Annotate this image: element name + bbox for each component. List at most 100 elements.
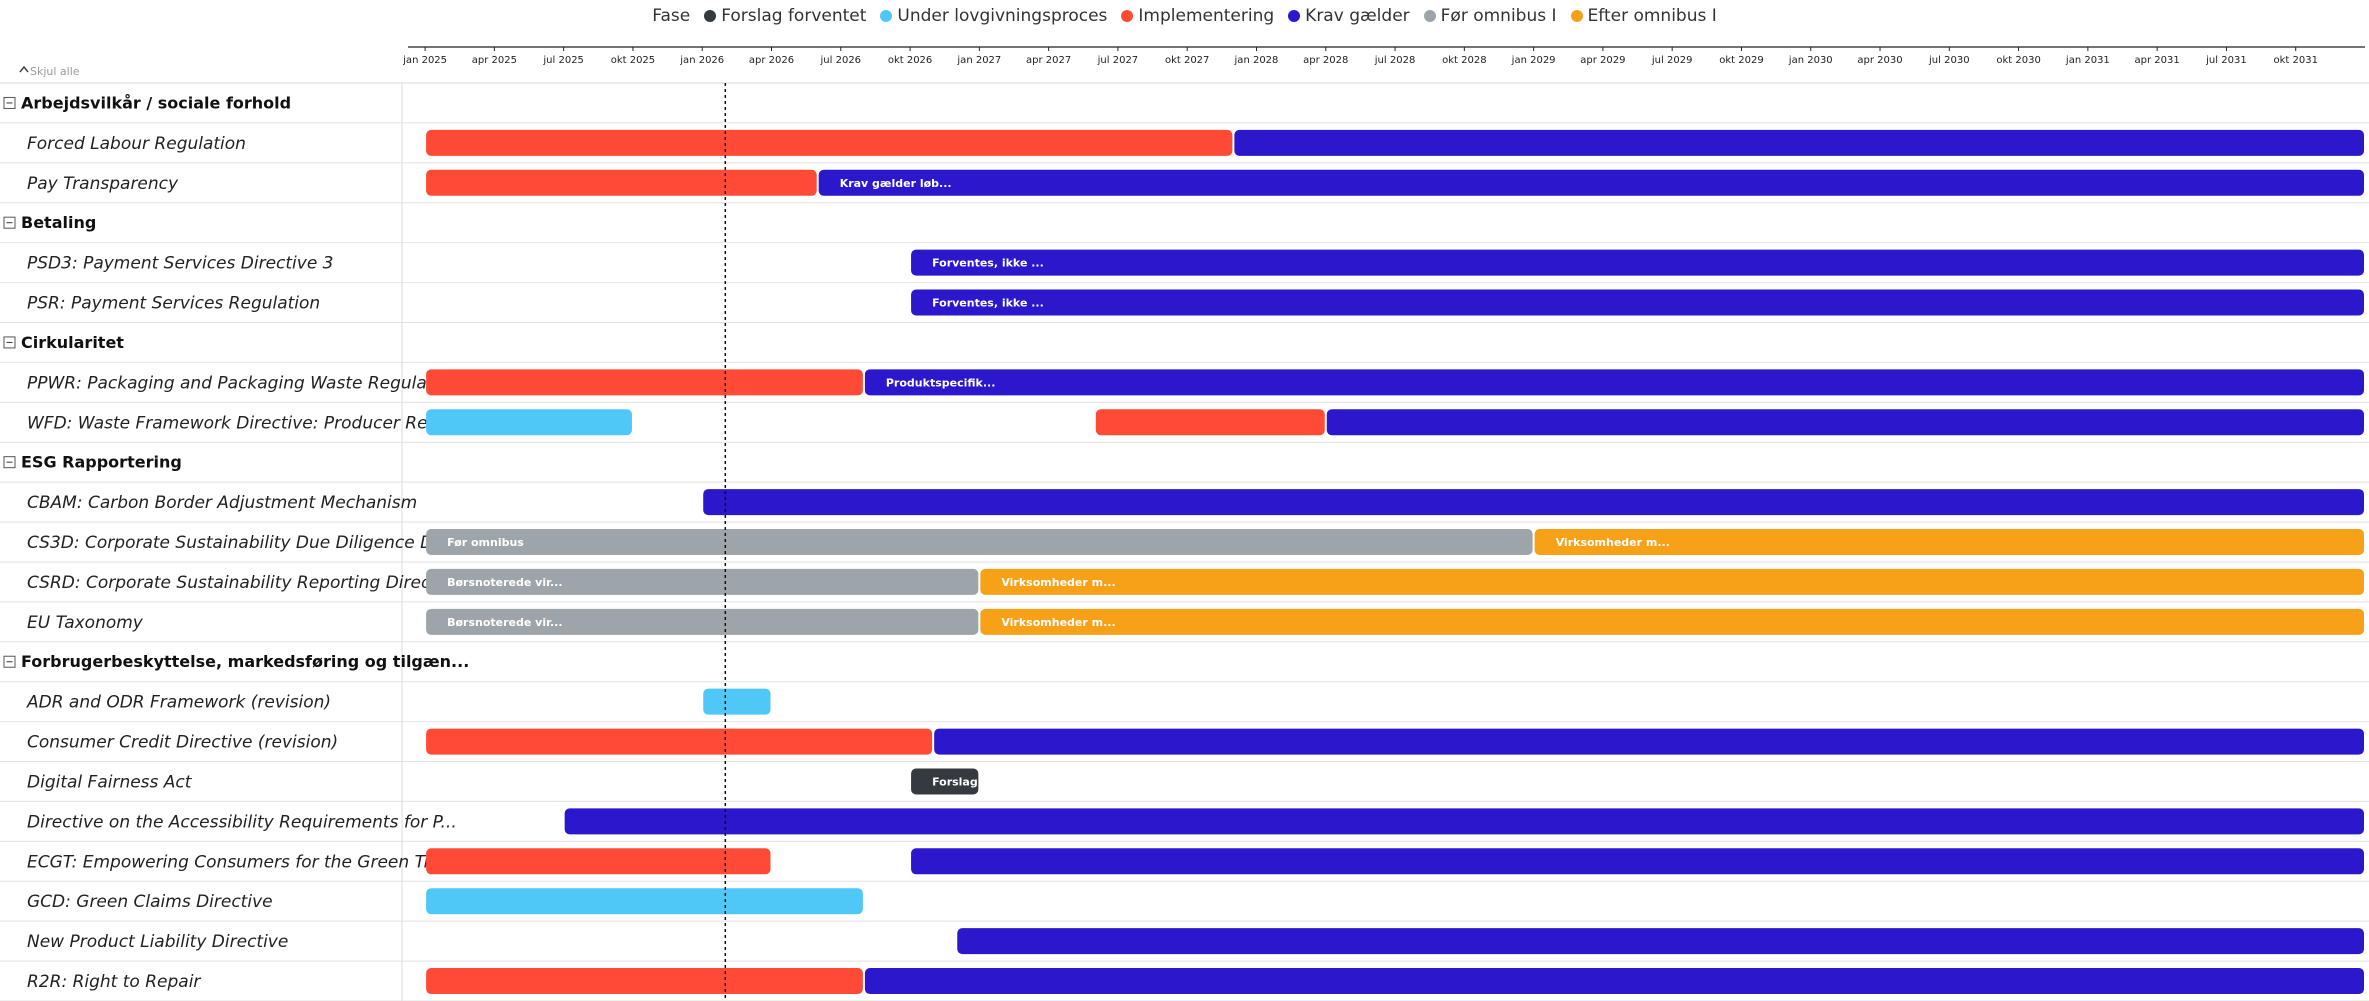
x-tick-label: jul 2030	[1928, 55, 1970, 66]
gantt-bar[interactable]	[426, 608, 979, 635]
x-tick-label: okt 2028	[1442, 55, 1486, 66]
bar-label: Børsnoterede vir...	[447, 576, 562, 589]
task-name: Consumer Credit Directive (revision)	[27, 733, 338, 753]
toggle-all[interactable]: Skjul alle	[30, 65, 80, 78]
gantt-bar[interactable]	[934, 728, 2364, 755]
legend-title: Fase	[652, 6, 691, 26]
task-name: WFD: Waste Framework Directive: Producer…	[27, 413, 463, 433]
legend-dot	[1288, 10, 1301, 22]
x-tick-label: jul 2025	[542, 55, 584, 66]
gantt-bar[interactable]	[980, 608, 2364, 635]
bar-label: Krav gælder løb...	[840, 177, 952, 190]
group-name: Cirkularitet	[21, 333, 124, 352]
bar-label: Forslag f	[932, 775, 986, 788]
gantt-bar[interactable]	[426, 409, 632, 436]
legend-dot	[1121, 10, 1134, 22]
x-tick-label: apr 2026	[749, 55, 794, 66]
x-tick-label: jan 2026	[679, 55, 724, 66]
gantt-bar[interactable]	[911, 848, 2365, 875]
collapse-caret[interactable]	[19, 65, 29, 73]
bar-label: Virksomheder m...	[1001, 576, 1115, 589]
x-tick-label: apr 2025	[472, 55, 517, 66]
gantt-bar[interactable]	[426, 169, 817, 196]
bar-label: Forventes, ikke ...	[932, 297, 1044, 310]
legend-label: Under lovgivningsproces	[897, 6, 1108, 26]
gantt-bar[interactable]	[426, 968, 863, 995]
gantt-bar[interactable]	[426, 129, 1233, 156]
task-name: ECGT: Empowering Consumers for the Green…	[27, 852, 457, 872]
x-tick-label: jul 2031	[2205, 55, 2247, 66]
gantt-bar[interactable]	[911, 249, 2365, 276]
gantt-bar[interactable]	[980, 568, 2364, 595]
group-name: Betaling	[21, 213, 96, 232]
task-name: Forced Labour Regulation	[27, 134, 246, 154]
legend-label: Efter omnibus I	[1587, 6, 1717, 26]
x-tick-label: okt 2029	[1719, 55, 1763, 66]
gantt-bar[interactable]	[564, 808, 2364, 835]
x-tick-label: jan 2030	[1788, 55, 1833, 66]
gantt-bar[interactable]	[703, 489, 2364, 516]
gantt-bar[interactable]	[864, 968, 2364, 995]
gantt-bar[interactable]	[426, 888, 863, 915]
legend-dot	[880, 10, 893, 22]
gantt-bar[interactable]	[426, 728, 933, 755]
bar-label: Forventes, ikke ...	[932, 257, 1044, 270]
legend-dot	[704, 10, 717, 22]
legend-item[interactable]: Krav gælder	[1288, 6, 1410, 26]
legend-dot	[1570, 10, 1583, 22]
gantt-bar[interactable]	[911, 768, 979, 795]
x-tick-label: jul 2028	[1374, 55, 1416, 66]
x-tick-label: jul 2029	[1651, 55, 1693, 66]
legend-item[interactable]: Forslag forventet	[704, 6, 866, 26]
task-name: Digital Fairness Act	[27, 772, 193, 792]
x-tick-label: jan 2027	[956, 55, 1001, 66]
gantt-bar[interactable]	[957, 928, 2365, 955]
legend-label: Implementering	[1138, 6, 1275, 26]
gantt-bar[interactable]	[426, 848, 771, 875]
legend-item[interactable]: Under lovgivningsproces	[880, 6, 1107, 26]
task-name: CBAM: Carbon Border Adjustment Mechanism	[27, 493, 417, 513]
group-name: Arbejdsvilkår / sociale forhold	[21, 93, 291, 112]
x-tick-label: jan 2028	[1234, 55, 1279, 66]
bar-label: Virksomheder m...	[1001, 616, 1115, 629]
task-name: ADR and ODR Framework (revision)	[26, 693, 331, 713]
gantt-bar[interactable]	[864, 369, 2364, 396]
legend: Fase Forslag forventet Under lovgivningsp…	[0, 6, 2369, 26]
task-name: EU Taxonomy	[27, 613, 144, 633]
group-name: ESG Rapportering	[21, 453, 182, 472]
gantt-bar[interactable]	[1234, 129, 2364, 156]
gantt-bar[interactable]	[818, 169, 2364, 196]
task-name: R2R: Right to Repair	[27, 972, 201, 992]
legend-item[interactable]: Implementering	[1121, 6, 1274, 26]
gantt-bar[interactable]	[426, 568, 979, 595]
bar-label: Produktspecifik...	[886, 376, 996, 389]
x-tick-label: apr 2030	[1857, 55, 1902, 66]
task-name: PSR: Payment Services Regulation	[27, 294, 320, 314]
gantt-bar[interactable]	[1534, 529, 2364, 555]
task-name: Directive on the Accessibility Requireme…	[27, 812, 457, 832]
gantt-bar[interactable]	[911, 289, 2365, 316]
gantt-bar[interactable]	[1326, 409, 2364, 436]
x-tick-label: okt 2031	[2273, 55, 2317, 66]
legend-item[interactable]: Efter omnibus I	[1570, 6, 1717, 26]
legend-item[interactable]: Før omnibus I	[1423, 6, 1557, 26]
task-name: New Product Liability Directive	[27, 932, 288, 952]
legend-label: Forslag forventet	[721, 6, 867, 26]
gantt-bar[interactable]	[703, 688, 771, 715]
gantt-bar[interactable]	[426, 529, 1533, 555]
x-tick-label: jan 2029	[1511, 55, 1556, 66]
bar-label: Før omnibus	[447, 536, 524, 549]
task-name: CS3D: Corporate Sustainability Due Dilig…	[27, 533, 460, 553]
task-name: Pay Transparency	[27, 174, 179, 194]
task-name: PPWR: Packaging and Packaging Waste Regu…	[27, 373, 454, 393]
x-tick-label: okt 2027	[1165, 55, 1209, 66]
gantt-bar[interactable]	[426, 369, 863, 396]
gantt-bar[interactable]	[1095, 409, 1325, 436]
legend-label: Før omnibus I	[1440, 6, 1557, 26]
x-tick-label: okt 2025	[611, 55, 655, 66]
x-tick-label: jan 2031	[2065, 55, 2110, 66]
x-tick-label: apr 2028	[1303, 55, 1348, 66]
bar-label: Børsnoterede vir...	[447, 616, 562, 629]
